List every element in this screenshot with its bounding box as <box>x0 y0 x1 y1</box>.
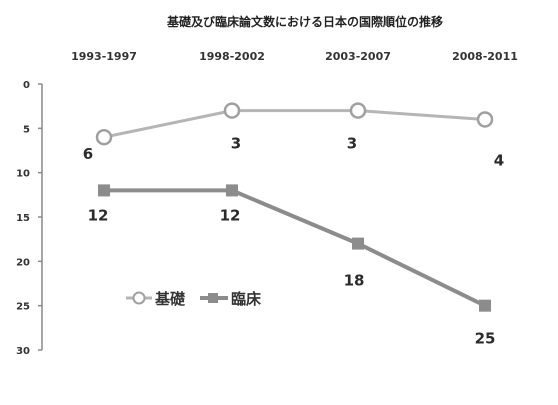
data-point-marker <box>352 237 364 250</box>
data-point-marker <box>349 102 367 119</box>
y-tick-label: 0 <box>23 80 30 91</box>
y-tick-label: 5 <box>23 124 30 135</box>
data-label: 6 <box>83 145 93 163</box>
legend-marker-clinical <box>208 293 218 303</box>
series-line-clinical <box>104 188 486 308</box>
y-tick-label: 30 <box>16 346 30 357</box>
data-label: 3 <box>347 135 357 153</box>
series-line-basic <box>103 109 486 139</box>
legend-marker-basic <box>132 291 146 305</box>
data-label: 25 <box>475 330 496 348</box>
data-label: 18 <box>344 272 365 290</box>
data-label: 4 <box>494 151 504 169</box>
y-tick-label: 20 <box>16 257 30 268</box>
data-point-marker <box>223 102 241 119</box>
x-tick-label: 1998-2002 <box>199 50 265 63</box>
data-label: 12 <box>88 206 109 224</box>
chart-title: 基礎及び臨床論文数における日本の国際順位の推移 <box>166 14 443 29</box>
axes: 0 5 10 15 20 25 30 1993-1997 1998-2002 2003-2007 2… <box>16 50 518 357</box>
series-layer: 6 3 3 4 12 12 18 25 <box>83 102 504 348</box>
data-point-marker <box>98 184 110 197</box>
y-tick-label: 15 <box>16 213 30 224</box>
data-label: 3 <box>231 135 241 153</box>
x-tick-label: 2003-2007 <box>325 50 391 63</box>
x-tick-label: 1993-1997 <box>71 50 137 63</box>
data-label: 12 <box>220 206 241 224</box>
data-point-marker <box>479 299 491 312</box>
legend-label-basic: 基礎 <box>154 290 186 308</box>
legend-label-clinical: 臨床 <box>231 290 262 308</box>
data-point-marker <box>226 184 238 197</box>
y-tick-label: 25 <box>16 302 30 313</box>
data-point-marker <box>476 111 494 128</box>
legend: 基礎 臨床 <box>126 290 262 308</box>
x-tick-label: 2008-2011 <box>452 50 518 63</box>
y-tick-label: 10 <box>16 169 30 180</box>
data-point-marker <box>95 128 113 146</box>
